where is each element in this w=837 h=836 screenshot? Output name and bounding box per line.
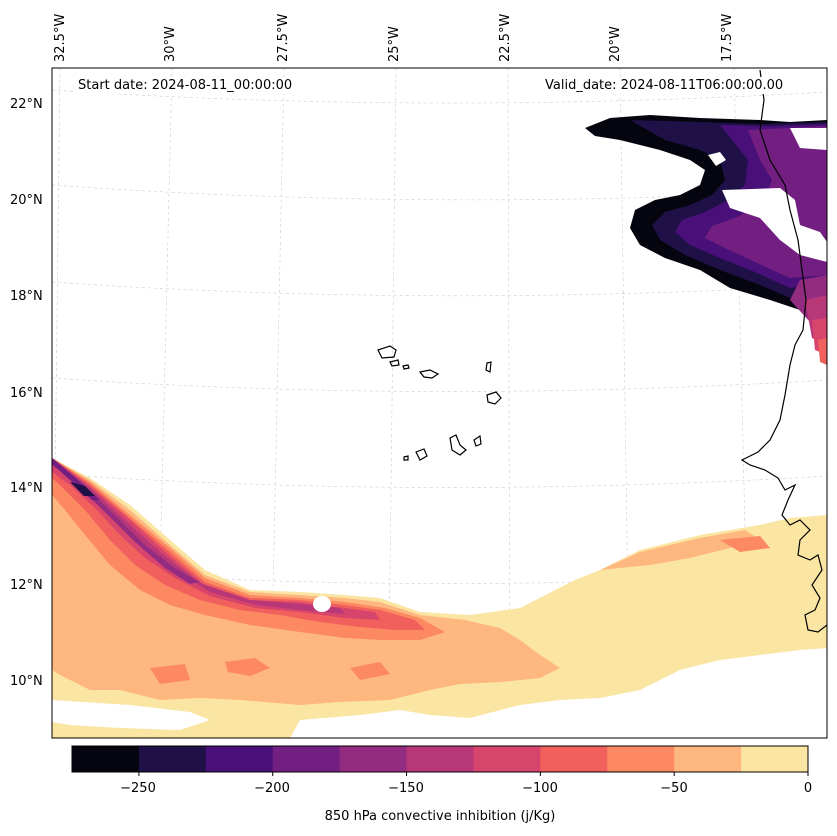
- cin-contours-south: [52, 458, 827, 738]
- lon-label-20w: 20°W: [608, 26, 623, 62]
- cin-fill-south-patch-4: [720, 536, 770, 552]
- cin-fill-south-orange: [52, 458, 445, 640]
- cin-fill-north-coral: [818, 338, 827, 365]
- lat-label-12n: 12°N: [10, 578, 43, 593]
- colorbar-swatch: [205, 746, 274, 772]
- colorbar-swatch: [406, 746, 474, 772]
- lon-label-27-5w: 27.5°W: [276, 13, 291, 62]
- island-santa-luzia: [402, 364, 410, 370]
- lat-label-20n: 20°N: [10, 193, 43, 208]
- map-frame: [51, 67, 828, 739]
- lat-label-14n: 14°N: [10, 481, 43, 496]
- cin-fill-south-patch-1: [225, 658, 270, 676]
- island-boa-vista: [486, 391, 502, 405]
- colorbar-ticks: [138, 772, 809, 776]
- africa-coastline: [740, 69, 827, 633]
- colorbar-swatch: [272, 746, 341, 772]
- cin-hole-north-2: [708, 152, 726, 166]
- valid-date-label: Valid_date: 2024-08-11T06:00:00.00: [542, 77, 787, 94]
- cin-hole-north-3: [722, 188, 827, 262]
- cin-fill-south-dark: [70, 482, 95, 496]
- colorbar-swatch: [607, 746, 675, 772]
- colorbar-swatch: [339, 746, 408, 772]
- colorbar-swatch: [741, 746, 809, 772]
- cin-fill-south-coral: [52, 458, 425, 630]
- island-brava: [403, 455, 409, 461]
- colorbar-swatch: [473, 746, 541, 772]
- lat-label-22n: 22°N: [10, 97, 43, 112]
- colorbar-title: 850 hPa convective inhibition (j/Kg): [324, 809, 556, 824]
- colorbar-swatch: [72, 746, 140, 772]
- island-santiago: [449, 434, 467, 456]
- lon-label-25w: 25°W: [387, 26, 402, 62]
- colorbar-tick-label: −150: [388, 781, 424, 796]
- colorbar-tick-label: −50: [660, 781, 688, 796]
- island-fogo: [415, 448, 428, 461]
- island-maio: [473, 434, 482, 447]
- island-sao-vicente: [389, 359, 400, 367]
- start-date-label: Start date: 2024-08-11_00:00:00: [75, 77, 296, 94]
- cin-fill-south-pink: [52, 458, 345, 614]
- lon-label-22-5w: 22.5°W: [498, 13, 513, 62]
- colorbar-swatch: [138, 746, 207, 772]
- lat-label-18n: 18°N: [10, 289, 43, 304]
- colorbar-tick-label: 0: [803, 781, 813, 796]
- cin-hole-south-1: [52, 700, 210, 730]
- cin-fill-south-peach: [52, 458, 560, 705]
- lat-label-16n: 16°N: [10, 386, 43, 401]
- colorbar-tick-label: −200: [254, 781, 290, 796]
- cin-fill-south-patch-3: [350, 662, 390, 680]
- cin-hole-south-3: [313, 596, 331, 612]
- colorbar-tick-label: −250: [120, 781, 156, 796]
- cin-fill-south-patch-2: [150, 664, 190, 684]
- lat-label-10n: 10°N: [10, 674, 43, 689]
- cin-hole-north-1: [790, 128, 827, 150]
- colorbar-frame: [71, 745, 809, 773]
- colorbar-swatch: [674, 746, 742, 772]
- cin-contours-north: [585, 115, 827, 365]
- coastlines: [377, 69, 827, 633]
- island-sal: [485, 361, 492, 373]
- colorbar: [72, 746, 809, 772]
- lon-label-30w: 30°W: [163, 26, 178, 62]
- cin-hole-south-2: [290, 648, 827, 738]
- lon-label-17-5w: 17.5°W: [720, 13, 735, 62]
- island-sao-nicolau: [418, 369, 440, 379]
- cin-fill-south-magenta: [52, 458, 200, 584]
- island-santo-antao: [377, 345, 397, 359]
- colorbar-tick-label: −100: [522, 781, 558, 796]
- lon-label-32-5w: 32.5°W: [53, 13, 68, 62]
- colorbar-swatch: [540, 746, 608, 772]
